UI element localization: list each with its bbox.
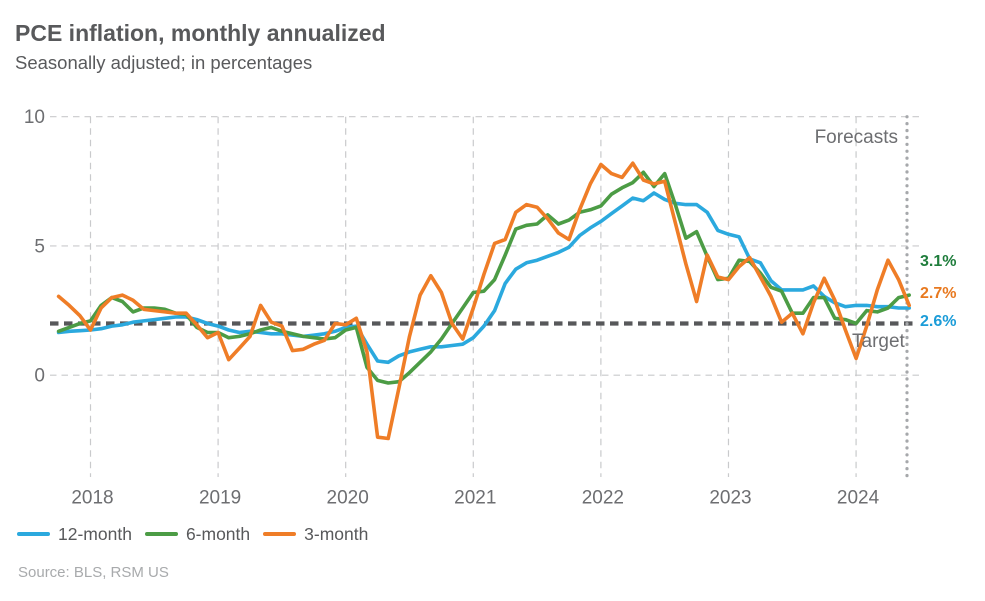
chart-subtitle: Seasonally adjusted; in percentages [15, 52, 313, 73]
legend-item-6-month: 6-month [144, 523, 251, 545]
legend-label-6-month: 6-month [185, 523, 251, 544]
x-tick-label-2023: 2023 [709, 488, 751, 509]
series-line-3-month [56, 161, 912, 441]
y-tick-label-5: 5 [34, 236, 45, 257]
series-line-12-month [56, 191, 912, 365]
legend-item-3-month: 3-month [263, 524, 368, 545]
chart-legend: 12-month 6-month 3-month [17, 522, 381, 546]
y-tick-label-10: 10 [24, 107, 45, 128]
target-label: Target [852, 331, 905, 352]
end-label-6-month: 3.1% [920, 253, 957, 270]
x-tick-label-2021: 2021 [454, 488, 496, 509]
x-tick-label-2020: 2020 [327, 488, 369, 509]
x-tick-label-2024: 2024 [837, 488, 880, 509]
x-tick-label-2019: 2019 [199, 488, 241, 509]
legend-label-12-month: 12-month [58, 523, 132, 544]
legend-swatch-3-month-icon [263, 532, 297, 536]
y-tick-label-0: 0 [34, 366, 45, 387]
end-label-12-month: 2.6% [920, 313, 957, 330]
forecasts-label: Forecasts [814, 127, 898, 148]
end-label-3-month: 2.7% [920, 285, 957, 302]
x-tick-label-2018: 2018 [71, 488, 113, 509]
x-tick-label-2022: 2022 [582, 488, 624, 509]
source-note: Source: BLS, RSM US [18, 564, 169, 581]
legend-swatch-6-month-icon [144, 532, 178, 536]
legend-label-3-month: 3-month [304, 523, 369, 544]
legend-swatch-12-month-icon [17, 532, 50, 536]
chart-title: PCE inflation, monthly annualized [15, 20, 386, 46]
legend-item-12-month: 12-month [17, 524, 132, 545]
